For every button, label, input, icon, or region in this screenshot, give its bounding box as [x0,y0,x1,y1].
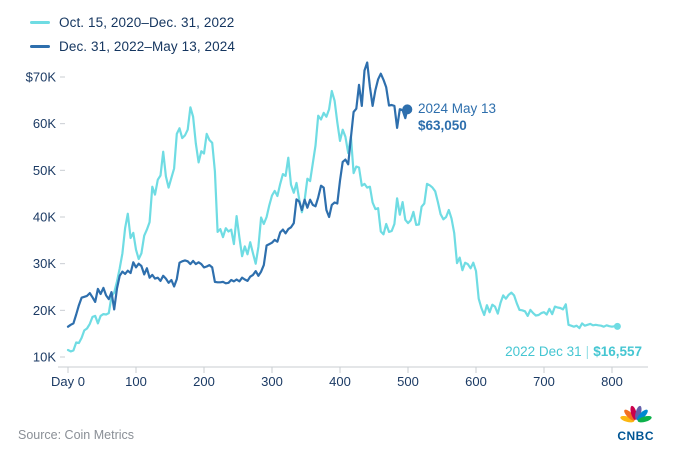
svg-text:$70K: $70K [26,70,57,85]
legend-swatch-cyan [30,20,50,24]
svg-text:Day 0: Day 0 [51,374,85,389]
cnbc-logo: CNBC [617,405,654,443]
legend: Oct. 15, 2020–Dec. 31, 2022 Dec. 31, 202… [30,10,235,58]
annotation-2022-date: 2022 Dec 31 [505,344,582,359]
annotation-2022-endpoint: 2022 Dec 31 | $16,557 [505,343,642,360]
svg-text:300: 300 [261,374,283,389]
svg-text:400: 400 [329,374,351,389]
legend-label-cyan: Oct. 15, 2020–Dec. 31, 2022 [59,14,235,30]
annotation-2024-endpoint: 2024 May 13 $63,050 [418,100,496,134]
legend-swatch-blue [30,44,50,48]
svg-text:50K: 50K [33,163,56,178]
svg-text:60K: 60K [33,116,56,131]
svg-text:700: 700 [533,374,555,389]
svg-text:600: 600 [465,374,487,389]
svg-text:800: 800 [601,374,623,389]
svg-text:100: 100 [125,374,147,389]
legend-label-blue: Dec. 31, 2022–May 13, 2024 [59,38,235,54]
annotation-separator: | [585,344,590,359]
legend-item-blue: Dec. 31, 2022–May 13, 2024 [30,34,235,58]
svg-text:30K: 30K [33,256,56,271]
cnbc-logo-text: CNBC [617,429,654,443]
legend-item-cyan: Oct. 15, 2020–Dec. 31, 2022 [30,10,235,34]
svg-text:200: 200 [193,374,215,389]
cnbc-peacock-icon [619,405,652,423]
annotation-2022-value: $16,557 [593,344,642,359]
svg-text:500: 500 [397,374,419,389]
annotation-2024-date: 2024 May 13 [418,101,497,116]
svg-text:20K: 20K [33,303,56,318]
annotation-2024-value: $63,050 [418,118,467,133]
source-credit: Source: Coin Metrics [18,428,135,442]
svg-text:10K: 10K [33,350,56,365]
svg-text:40K: 40K [33,210,56,225]
